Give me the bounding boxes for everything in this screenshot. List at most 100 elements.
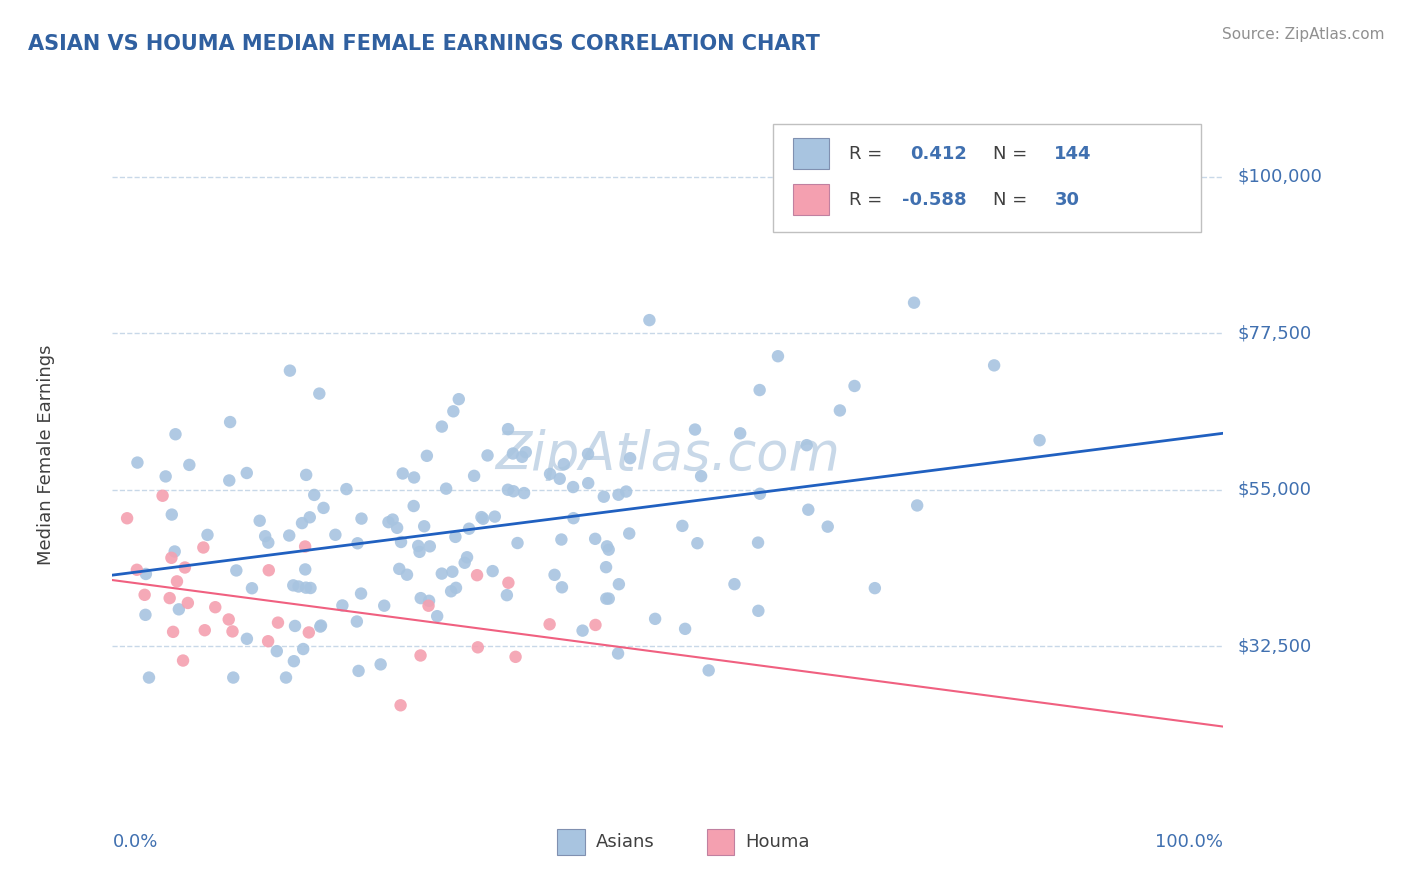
Point: [388, 562, 411, 576]
Point: [538, 467, 561, 481]
Point: [267, 615, 290, 630]
Point: [389, 698, 412, 713]
Text: N =: N =: [993, 191, 1033, 209]
Point: [477, 449, 499, 463]
Point: [304, 488, 326, 502]
Point: [690, 469, 713, 483]
Point: [295, 581, 318, 595]
Point: [728, 426, 751, 441]
Text: $100,000: $100,000: [1237, 168, 1322, 186]
Point: [138, 671, 160, 685]
Point: [377, 515, 399, 529]
Point: [453, 556, 475, 570]
Point: [408, 545, 430, 559]
Point: [155, 469, 177, 483]
Point: [236, 632, 259, 646]
Point: [370, 657, 392, 672]
Point: [350, 511, 373, 525]
Point: [430, 566, 453, 581]
Point: [166, 574, 188, 589]
Point: [221, 624, 243, 639]
Point: [538, 617, 561, 632]
Point: [844, 379, 866, 393]
Point: [747, 604, 769, 618]
Point: [817, 519, 839, 533]
Point: [165, 427, 187, 442]
Point: [571, 624, 593, 638]
Point: [444, 530, 467, 544]
Point: [440, 584, 463, 599]
Point: [550, 533, 572, 547]
Point: [447, 392, 470, 407]
Point: [905, 499, 928, 513]
Point: [160, 550, 183, 565]
Point: [298, 510, 321, 524]
Point: [163, 544, 186, 558]
Point: [598, 542, 620, 557]
Point: [543, 567, 565, 582]
Point: [409, 648, 432, 663]
Point: [903, 295, 925, 310]
Point: [576, 476, 599, 491]
Text: 0.0%: 0.0%: [112, 833, 157, 851]
Point: [197, 528, 219, 542]
Point: [283, 578, 305, 592]
Point: [159, 591, 181, 606]
Point: [797, 502, 820, 516]
Point: [472, 512, 495, 526]
Point: [335, 482, 357, 496]
Point: [548, 472, 571, 486]
Point: [551, 580, 574, 594]
Point: [723, 577, 745, 591]
Point: [284, 619, 307, 633]
Text: Source: ZipAtlas.com: Source: ZipAtlas.com: [1222, 27, 1385, 42]
Point: [413, 519, 436, 533]
Point: [291, 516, 314, 530]
Text: N =: N =: [993, 145, 1033, 162]
Text: R =: R =: [849, 145, 889, 162]
Point: [458, 522, 481, 536]
Point: [406, 539, 429, 553]
Point: [381, 512, 404, 526]
Point: [225, 564, 247, 578]
Point: [218, 612, 240, 626]
Point: [441, 404, 464, 418]
Point: [389, 535, 412, 549]
Text: $55,000: $55,000: [1237, 481, 1312, 499]
Point: [152, 489, 174, 503]
Point: [204, 600, 226, 615]
Point: [299, 581, 322, 595]
FancyBboxPatch shape: [793, 184, 830, 215]
Text: -0.588: -0.588: [903, 191, 967, 209]
Point: [863, 581, 886, 595]
Point: [419, 539, 441, 553]
Point: [562, 511, 585, 525]
Point: [283, 654, 305, 668]
Point: [409, 591, 432, 606]
Point: [434, 482, 457, 496]
Text: $77,500: $77,500: [1237, 324, 1312, 343]
Point: [418, 594, 440, 608]
Point: [585, 618, 607, 632]
Point: [162, 624, 184, 639]
Point: [418, 599, 440, 613]
Point: [309, 619, 332, 633]
Point: [127, 456, 149, 470]
Point: [481, 564, 503, 578]
Text: Houma: Houma: [745, 833, 810, 851]
Point: [350, 586, 373, 600]
Point: [395, 567, 418, 582]
Point: [194, 624, 217, 638]
Point: [373, 599, 395, 613]
Point: [274, 671, 297, 685]
Point: [236, 466, 259, 480]
Point: [134, 588, 156, 602]
Point: [325, 528, 347, 542]
Point: [441, 565, 464, 579]
Point: [240, 581, 263, 595]
Point: [502, 446, 524, 460]
Point: [1028, 434, 1050, 448]
Point: [278, 528, 301, 542]
Point: [430, 419, 453, 434]
Point: [576, 447, 599, 461]
